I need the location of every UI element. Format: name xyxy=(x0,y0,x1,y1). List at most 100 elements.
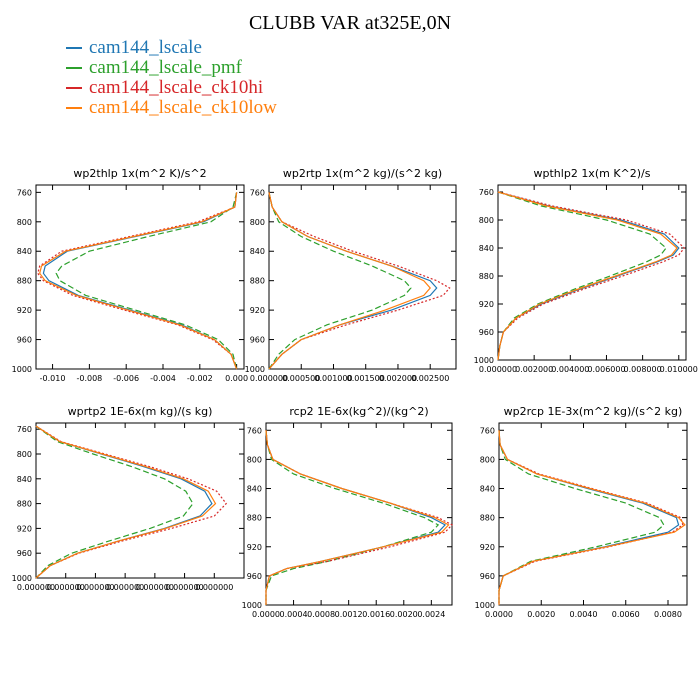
page-title: CLUBB VAR at325E,0N xyxy=(248,12,452,34)
chart-panel: rcp2 1E-6x(kg^2)/(kg^2) 760 800 840 880 920 96… xyxy=(242,405,453,619)
x-tick-label: 0.0024 xyxy=(417,610,445,619)
chart-panel: wpthlp2 1x(m K^2)/s 760 800 840 880 920 960 100… xyxy=(474,167,698,374)
y-tick-label: 920 xyxy=(247,543,262,552)
x-tick-label: 0.002500 xyxy=(411,374,449,383)
plot-frame xyxy=(265,422,453,606)
x-tick-label: 0.000000 xyxy=(17,583,55,592)
x-tick-label: 0.0012 xyxy=(335,610,363,619)
y-tick-label: 800 xyxy=(247,455,262,464)
series-line xyxy=(35,425,227,579)
y-tick-label: 920 xyxy=(17,306,32,315)
x-tick-label: -0.008 xyxy=(76,374,102,383)
series-line xyxy=(35,425,213,579)
series-line xyxy=(265,430,447,605)
chart-title: rcp2 1E-6x(kg^2)/(kg^2) xyxy=(289,405,428,418)
legend-item: cam144_lscale_pmf xyxy=(66,58,277,78)
y-tick-label: 800 xyxy=(17,218,32,227)
x-tick-label: 0.0016 xyxy=(362,610,390,619)
series-line xyxy=(268,192,438,370)
y-tick-label: 880 xyxy=(17,500,32,509)
chart-title: wpthlp2 1x(m K^2)/s xyxy=(534,167,651,180)
y-tick-label: 840 xyxy=(480,485,495,494)
plot-frame xyxy=(498,422,688,606)
legend-item: cam144_lscale_ck10low xyxy=(66,98,277,118)
plot-frame xyxy=(35,184,245,370)
x-tick-label: 0.0080 xyxy=(654,610,682,619)
chart-panel: wprtp2 1E-6x(m kg)/(s kg) 760 800 840 880 920… xyxy=(12,405,245,592)
y-tick-label: 800 xyxy=(17,450,32,459)
y-tick-label: 880 xyxy=(17,277,32,286)
y-tick-label: 800 xyxy=(480,455,495,464)
chart-title: wp2rcp 1E-3x(m^2 kg)/(s^2 kg) xyxy=(504,405,683,418)
y-tick-label: 800 xyxy=(479,216,494,225)
series-line xyxy=(498,430,665,605)
y-tick-label: 920 xyxy=(479,300,494,309)
chart-panel: wp2thlp 1x(m^2 K)/s^2 760 800 840 880 920 960 1… xyxy=(12,167,248,383)
series-line xyxy=(268,192,431,370)
x-tick-label: -0.002 xyxy=(187,374,213,383)
x-tick-label: 0.000000 xyxy=(47,583,85,592)
series-line xyxy=(497,191,678,361)
legend-swatch xyxy=(66,47,82,49)
x-tick-label: 0.000000 xyxy=(195,583,233,592)
y-tick-label: 920 xyxy=(480,543,495,552)
y-tick-label: 760 xyxy=(17,188,32,197)
y-tick-label: 840 xyxy=(17,247,32,256)
series-line xyxy=(497,191,680,361)
y-tick-label: 1000 xyxy=(242,601,262,610)
y-tick-label: 1000 xyxy=(475,601,495,610)
x-tick-label: 0.008000 xyxy=(624,365,662,374)
x-tick-label: -0.010 xyxy=(40,374,66,383)
x-tick-label: 0.000000 xyxy=(76,583,114,592)
legend-swatch xyxy=(66,67,82,69)
plot-frame xyxy=(497,184,687,361)
series-line xyxy=(268,192,412,370)
chart-title: wprtp2 1E-6x(m kg)/(s kg) xyxy=(68,405,213,418)
y-tick-label: 960 xyxy=(479,328,494,337)
series-line xyxy=(498,430,684,605)
y-tick-label: 760 xyxy=(250,188,265,197)
chart-title: wp2rtp 1x(m^2 kg)/(s^2 kg) xyxy=(283,167,442,180)
y-tick-label: 760 xyxy=(479,188,494,197)
x-tick-label: 0.000500 xyxy=(282,374,320,383)
x-tick-label: 0.000 xyxy=(225,374,248,383)
series-line xyxy=(35,425,217,579)
x-tick-label: 0.000000 xyxy=(106,583,144,592)
x-tick-label: 0.0004 xyxy=(280,610,308,619)
series-line xyxy=(265,430,450,605)
x-tick-label: 0.004000 xyxy=(551,365,589,374)
legend-swatch xyxy=(66,107,82,109)
y-tick-label: 1000 xyxy=(12,574,32,583)
y-tick-label: 840 xyxy=(17,475,32,484)
x-tick-label: 0.0020 xyxy=(527,610,555,619)
y-tick-label: 960 xyxy=(250,336,265,345)
y-tick-label: 960 xyxy=(247,572,262,581)
x-tick-label: 0.001000 xyxy=(314,374,352,383)
y-tick-label: 960 xyxy=(17,336,32,345)
chart-panel: wp2rtp 1x(m^2 kg)/(s^2 kg) 760 800 840 880 92… xyxy=(245,167,457,383)
series-line xyxy=(498,430,680,605)
series-line xyxy=(498,430,686,605)
x-tick-label: 0.001500 xyxy=(347,374,385,383)
series-line xyxy=(37,192,238,370)
series-line xyxy=(265,430,440,605)
x-tick-label: 0.0008 xyxy=(307,610,335,619)
y-tick-label: 1000 xyxy=(12,365,32,374)
x-tick-label: 0.000000 xyxy=(136,583,174,592)
y-tick-label: 1000 xyxy=(245,365,265,374)
y-tick-label: 920 xyxy=(250,306,265,315)
y-tick-label: 880 xyxy=(479,272,494,281)
y-tick-label: 880 xyxy=(247,514,262,523)
x-tick-label: 0.010000 xyxy=(660,365,698,374)
y-tick-label: 800 xyxy=(250,218,265,227)
y-tick-label: 880 xyxy=(250,277,265,286)
legend: cam144_lscale cam144_lscale_pmf cam144_l… xyxy=(66,38,277,118)
legend-swatch xyxy=(66,87,82,89)
y-tick-label: 880 xyxy=(480,514,495,523)
plot-frame xyxy=(268,184,457,370)
legend-item: cam144_lscale xyxy=(66,38,277,58)
y-tick-label: 760 xyxy=(17,425,32,434)
x-tick-label: 0.000000 xyxy=(165,583,203,592)
x-tick-label: 0.002000 xyxy=(379,374,417,383)
